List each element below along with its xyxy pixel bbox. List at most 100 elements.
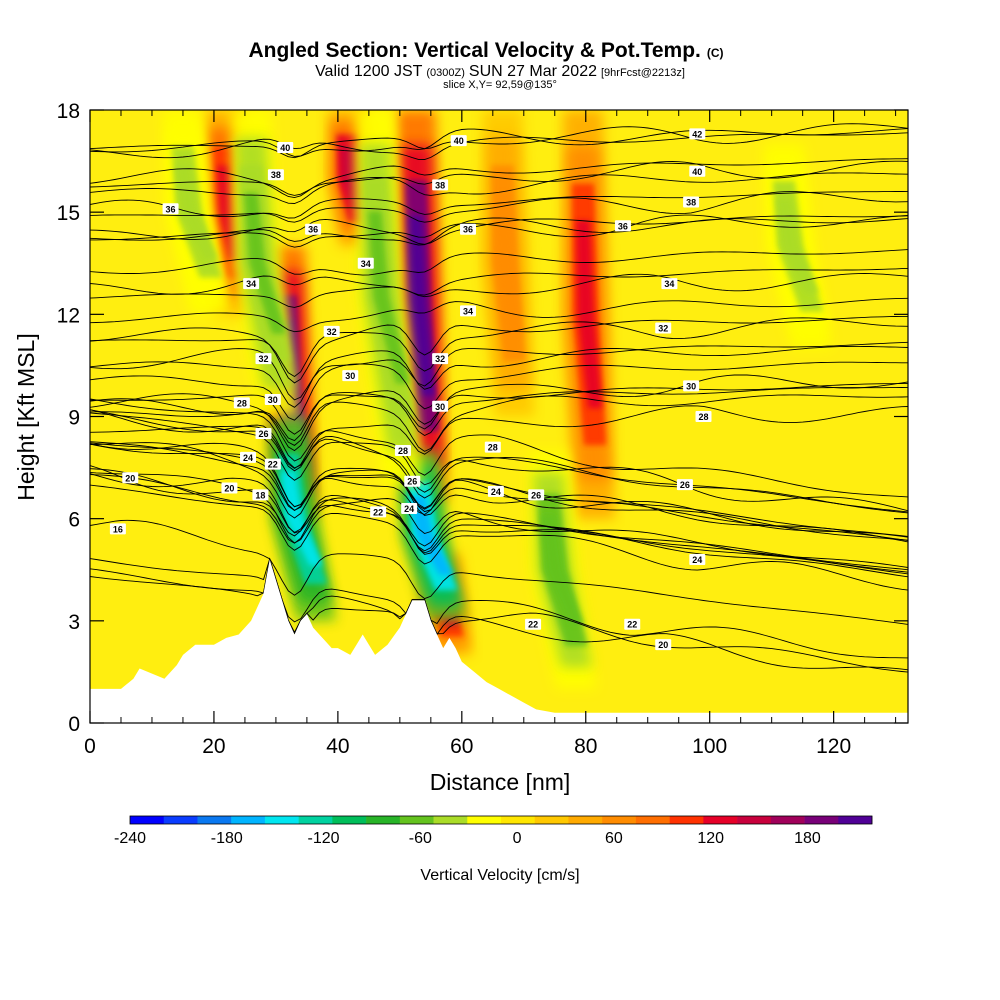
contour-label-bg (264, 458, 281, 470)
isentrope-40 (90, 132, 908, 160)
contour-label-bg (683, 380, 700, 392)
isentrope-32 (90, 317, 908, 378)
contour-label-38: 38 (686, 197, 696, 207)
colorbar-tick-label: -60 (409, 830, 432, 847)
contour-label-bg (255, 353, 272, 365)
colorbar: -240 -180 -120 -60 0 60 120 180 (114, 815, 873, 847)
colorbar-swatch (399, 816, 434, 824)
contour-label-30: 30 (686, 381, 696, 391)
isentrope-28 (90, 409, 908, 514)
contour-label-28: 28 (398, 446, 408, 456)
terrain (90, 559, 908, 723)
colorbar-tick-label: 0 (513, 830, 522, 847)
contour-label-bg (255, 428, 272, 440)
contour-label-bg (243, 278, 260, 290)
isentrope-24 (90, 441, 908, 543)
contour-label-bg (487, 485, 504, 497)
contour-label-40: 40 (692, 167, 702, 177)
contour-label-20: 20 (658, 640, 668, 650)
x-tick-label: 120 (816, 735, 851, 758)
contour-label-bg (460, 305, 477, 317)
vv-feature-downdraft-13 (763, 144, 832, 349)
contour-label-34: 34 (361, 259, 371, 269)
contour-label-34: 34 (246, 279, 256, 289)
colorbar-swatch (703, 816, 738, 824)
contour-label-bg (695, 411, 712, 422)
contour-label-bg (221, 482, 238, 494)
contour-label-42: 42 (692, 129, 702, 139)
contour-label-36: 36 (308, 225, 318, 235)
contour-label-22: 22 (373, 507, 383, 517)
colorbar-swatch (130, 816, 165, 824)
contour-label-38: 38 (271, 170, 281, 180)
contour-label-bg (305, 223, 322, 235)
colorbar-swatch (804, 816, 839, 824)
contour-label-28: 28 (698, 412, 708, 422)
contour-label-bg (109, 523, 126, 535)
isentrope-40 (90, 160, 908, 196)
contour-label-26: 26 (531, 490, 541, 500)
contour-label-40: 40 (280, 143, 290, 153)
contour-label-bg (277, 141, 294, 153)
vv-feature-downdraft-8 (398, 450, 467, 621)
contour-label-bg (450, 135, 467, 147)
isentrope-38 (90, 158, 908, 199)
isentrope-26 (90, 443, 908, 541)
colorbar-tick-label: -240 (114, 830, 146, 847)
contour-label-bg (525, 618, 542, 630)
isentrope-22 (90, 474, 908, 578)
colorbar-swatch (264, 816, 299, 824)
colorbar-swatch (433, 816, 468, 824)
colorbar-tick-label: -120 (308, 830, 340, 847)
contour-label-32: 32 (327, 327, 337, 337)
colorbar-swatch (635, 816, 670, 824)
contour-label-bg (342, 370, 359, 382)
isentrope-20 (90, 558, 908, 671)
contour-label-20: 20 (224, 484, 234, 494)
y-tick-label: 3 (68, 611, 80, 634)
contour-label-bg (689, 165, 706, 177)
contour-label-30: 30 (435, 402, 445, 412)
contour-label-bg (394, 445, 411, 457)
vv-feature-downdraft-7 (268, 416, 336, 621)
colorbar-title: Vertical Velocity [cm/s] (420, 867, 579, 884)
isentrope-40 (90, 128, 908, 157)
isentrope-28 (90, 398, 908, 498)
y-tick-label: 18 (57, 100, 80, 123)
contour-label-36: 36 (618, 221, 628, 231)
contour-label-22: 22 (627, 620, 637, 630)
contour-label-24: 24 (491, 487, 501, 497)
isentrope-32 (90, 345, 908, 408)
isentrope-38 (90, 172, 908, 204)
contour-label-36: 36 (463, 225, 473, 235)
contour-label-20: 20 (125, 473, 135, 483)
isentrope-24 (90, 442, 908, 537)
contour-label-38: 38 (435, 180, 445, 190)
colorbar-tick-label: 120 (697, 830, 724, 847)
y-tick-label: 6 (68, 509, 80, 532)
contour-label-bg (460, 223, 477, 235)
colorbar-swatch (298, 816, 333, 824)
contour-label-bg (689, 128, 706, 140)
contour-label-bg (122, 472, 139, 484)
x-tick-label: 60 (450, 735, 473, 758)
isentrope-36 (90, 190, 908, 219)
colorbar-swatch (568, 816, 603, 824)
contour-label-bg (484, 441, 501, 453)
y-tick-label: 0 (68, 713, 80, 736)
contour-label-bg (661, 278, 678, 290)
colorbar-swatch (332, 816, 367, 824)
isentrope-20 (90, 473, 908, 571)
contour-label-26: 26 (259, 429, 269, 439)
contour-label-24: 24 (404, 504, 414, 514)
y-tick-label: 12 (57, 304, 80, 327)
isentrope-30 (90, 394, 908, 452)
contour-label-bg (233, 397, 250, 409)
contour-label-bg (614, 220, 631, 232)
isentrope-34 (90, 267, 908, 296)
contour-label-34: 34 (463, 306, 473, 316)
isentrope-38 (90, 191, 908, 223)
contour-label-32: 32 (658, 323, 668, 333)
isentrope-42 (90, 123, 908, 159)
contour-label-bg (689, 554, 706, 566)
